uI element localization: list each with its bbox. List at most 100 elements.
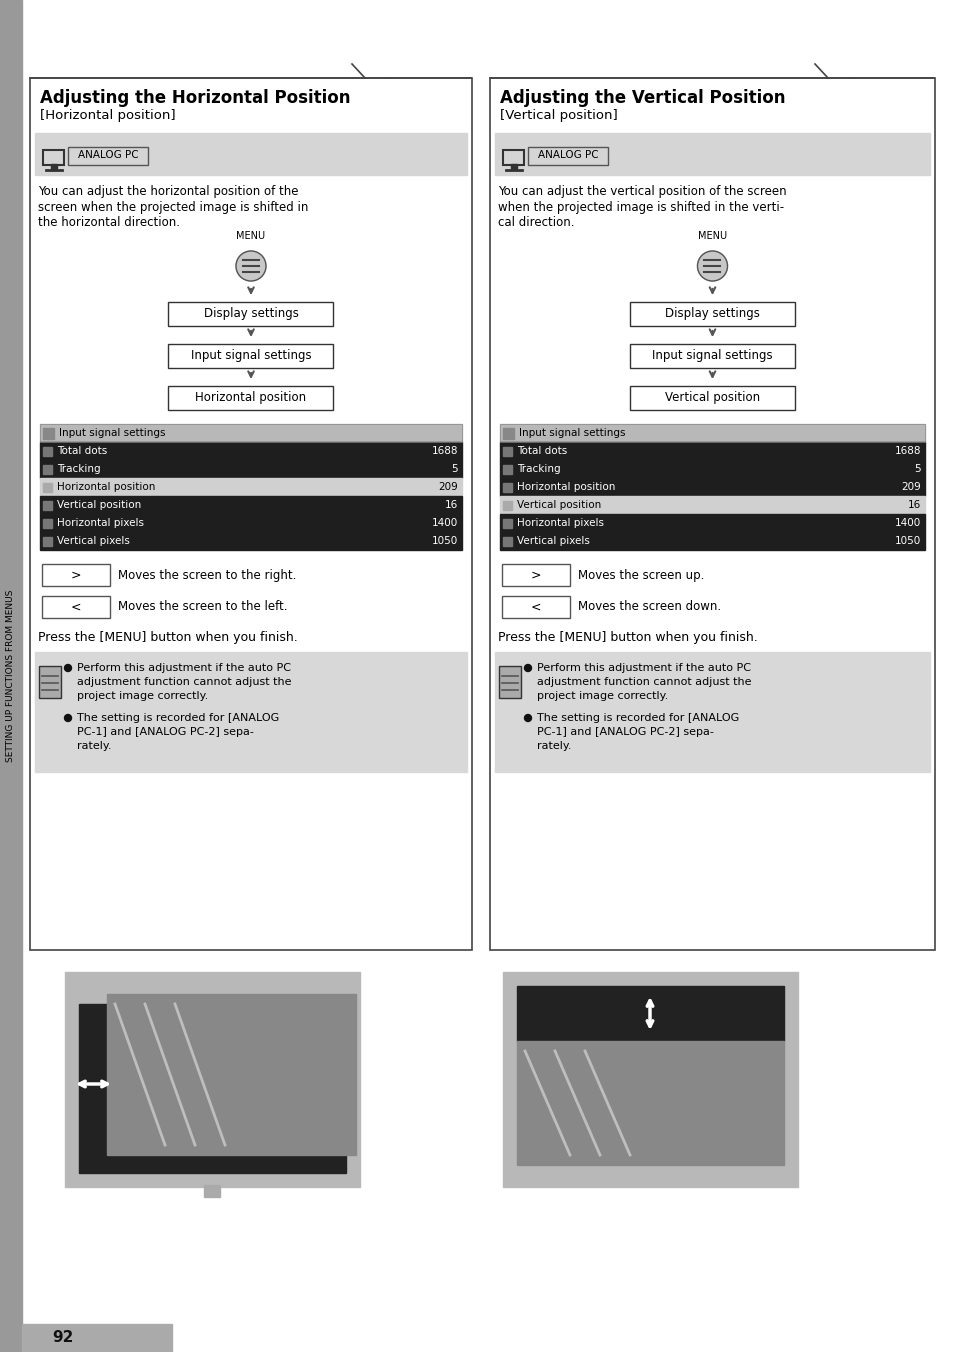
Bar: [40, 442, 461, 460]
Bar: [502, 429, 514, 439]
Text: Display settings: Display settings: [203, 307, 298, 320]
Bar: [42, 596, 110, 618]
Bar: [502, 537, 512, 546]
Text: Input signal settings: Input signal settings: [518, 429, 625, 438]
Text: ANALOG PC: ANALOG PC: [537, 150, 598, 161]
Text: Vertical pixels: Vertical pixels: [57, 535, 130, 546]
Bar: [517, 1041, 783, 1165]
Bar: [527, 147, 607, 165]
Bar: [40, 479, 461, 496]
Text: Adjusting the Vertical Position: Adjusting the Vertical Position: [499, 89, 784, 107]
Text: PC-1] and [ANALOG PC-2] sepa-: PC-1] and [ANALOG PC-2] sepa-: [77, 727, 253, 737]
Bar: [499, 531, 924, 550]
Bar: [499, 442, 924, 460]
Text: Horizontal position: Horizontal position: [195, 392, 306, 404]
Text: Moves the screen up.: Moves the screen up.: [578, 568, 703, 581]
Text: 209: 209: [437, 483, 457, 492]
Text: The setting is recorded for [ANALOG: The setting is recorded for [ANALOG: [77, 713, 279, 723]
Bar: [502, 150, 523, 165]
Text: 5: 5: [913, 464, 920, 475]
Text: Horizontal position: Horizontal position: [517, 483, 615, 492]
Text: Moves the screen to the left.: Moves the screen to the left.: [118, 600, 287, 614]
Bar: [0, 0, 22, 1352]
Text: Total dots: Total dots: [517, 446, 567, 456]
Bar: [39, 667, 61, 698]
Text: 1400: 1400: [432, 518, 457, 529]
Text: Perform this adjustment if the auto PC: Perform this adjustment if the auto PC: [537, 662, 750, 673]
Text: You can adjust the vertical position of the screen: You can adjust the vertical position of …: [497, 184, 786, 197]
Text: <: <: [530, 600, 540, 614]
Text: 16: 16: [444, 500, 457, 510]
Text: MENU: MENU: [236, 231, 265, 241]
Text: project image correctly.: project image correctly.: [77, 691, 208, 700]
Bar: [490, 78, 934, 950]
Text: >: >: [530, 568, 540, 581]
Text: 1688: 1688: [894, 446, 920, 456]
Bar: [40, 531, 461, 550]
Text: Vertical position: Vertical position: [517, 500, 600, 510]
Text: Adjusting the Horizontal Position: Adjusting the Horizontal Position: [40, 89, 350, 107]
Circle shape: [697, 251, 727, 281]
Bar: [499, 496, 924, 514]
Bar: [43, 502, 52, 510]
Text: Display settings: Display settings: [664, 307, 760, 320]
Bar: [43, 519, 52, 529]
Bar: [204, 1184, 220, 1197]
Bar: [629, 387, 794, 410]
Text: 1688: 1688: [431, 446, 457, 456]
Text: Horizontal pixels: Horizontal pixels: [57, 518, 144, 529]
Text: You can adjust the horizontal position of the: You can adjust the horizontal position o…: [38, 184, 298, 197]
Text: 1050: 1050: [432, 535, 457, 546]
Bar: [107, 994, 355, 1155]
Text: Vertical position: Vertical position: [664, 392, 760, 404]
Bar: [43, 483, 52, 492]
Circle shape: [524, 664, 531, 672]
Bar: [511, 164, 517, 170]
Text: Input signal settings: Input signal settings: [59, 429, 165, 438]
Text: the horizontal direction.: the horizontal direction.: [38, 216, 180, 230]
Bar: [40, 425, 461, 442]
Bar: [499, 425, 924, 442]
Text: Input signal settings: Input signal settings: [191, 350, 311, 362]
Bar: [502, 519, 512, 529]
Text: MENU: MENU: [698, 231, 726, 241]
Bar: [43, 537, 52, 546]
Bar: [51, 164, 57, 170]
Text: 209: 209: [901, 483, 920, 492]
Text: Tracking: Tracking: [57, 464, 100, 475]
Text: [Horizontal position]: [Horizontal position]: [40, 110, 175, 123]
Bar: [498, 667, 520, 698]
Bar: [43, 448, 52, 456]
Text: cal direction.: cal direction.: [497, 216, 574, 230]
Bar: [629, 301, 794, 326]
Bar: [30, 78, 472, 950]
Text: ANALOG PC: ANALOG PC: [77, 150, 138, 161]
Bar: [169, 301, 334, 326]
Text: Input signal settings: Input signal settings: [652, 350, 772, 362]
Text: Press the [MENU] button when you finish.: Press the [MENU] button when you finish.: [38, 631, 297, 645]
Bar: [43, 150, 64, 165]
Bar: [501, 564, 569, 585]
Bar: [499, 479, 924, 496]
Bar: [629, 343, 794, 368]
Bar: [501, 596, 569, 618]
Text: Moves the screen down.: Moves the screen down.: [578, 600, 720, 614]
Text: rately.: rately.: [77, 741, 112, 750]
Bar: [169, 387, 334, 410]
Bar: [35, 132, 467, 174]
Bar: [517, 986, 783, 1041]
Text: Moves the screen to the right.: Moves the screen to the right.: [118, 568, 296, 581]
Text: project image correctly.: project image correctly.: [537, 691, 667, 700]
Text: adjustment function cannot adjust the: adjustment function cannot adjust the: [77, 677, 292, 687]
Text: Horizontal position: Horizontal position: [57, 483, 155, 492]
Bar: [40, 514, 461, 531]
Bar: [79, 1005, 346, 1174]
Text: Perform this adjustment if the auto PC: Perform this adjustment if the auto PC: [77, 662, 291, 673]
Bar: [40, 460, 461, 479]
Bar: [502, 465, 512, 475]
Bar: [499, 425, 924, 442]
Bar: [42, 564, 110, 585]
Text: 5: 5: [451, 464, 457, 475]
Text: when the projected image is shifted in the verti-: when the projected image is shifted in t…: [497, 200, 783, 214]
Circle shape: [65, 664, 71, 672]
